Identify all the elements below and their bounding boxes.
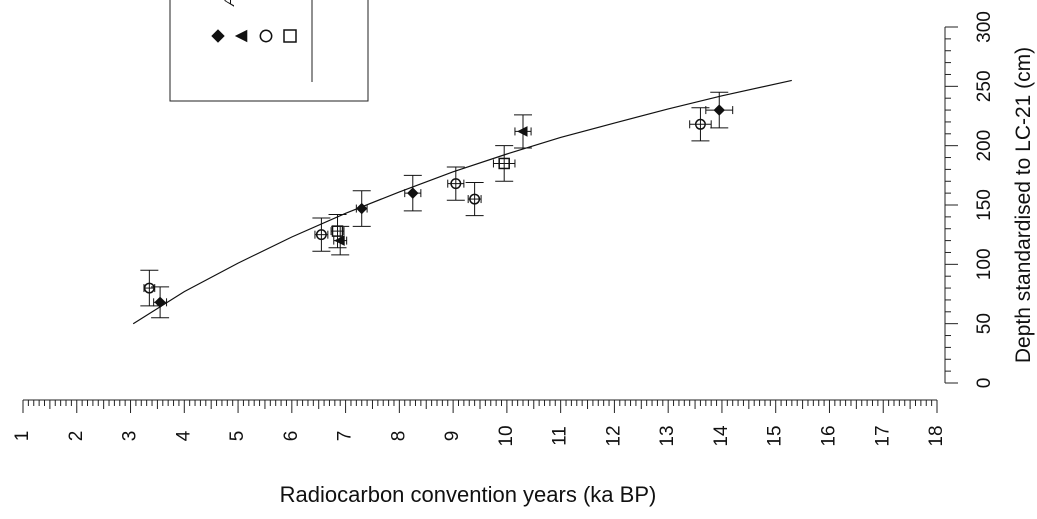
diamond-marker [356, 202, 368, 215]
y-tick-label: 200 [974, 130, 995, 162]
x-tick-label: 7 [335, 431, 356, 442]
y-axis: 0 50 100 150 200 250 300 [944, 11, 995, 389]
x-tick-label: 11 [550, 426, 571, 446]
legend-circle-marker [259, 29, 273, 43]
x-tick-label: 6 [281, 431, 302, 442]
legend-square-marker [283, 29, 297, 43]
x-tick-label: 15 [765, 425, 786, 446]
y-axis-label: Depth standardised to LC-21 (cm) [1012, 47, 1035, 363]
circle-marker [694, 118, 706, 130]
y-tick-label: 250 [974, 70, 995, 102]
data-point-circle [465, 181, 484, 217]
data-point-diamond [403, 174, 422, 212]
x-tick-label: 14 [711, 425, 732, 447]
data-point-diamond [151, 286, 170, 319]
circle-marker [315, 229, 327, 241]
circle-marker [450, 178, 462, 190]
x-tick-label: 10 [496, 425, 517, 446]
x-tick-label: 9 [442, 431, 463, 442]
circle-marker [143, 282, 155, 294]
legend-triangle-marker [234, 29, 248, 43]
x-tick-label: 13 [657, 425, 678, 446]
data-points [140, 91, 734, 319]
data-point-diamond [705, 91, 734, 129]
data-point-diamond [352, 190, 371, 227]
y-tick-label: 0 [974, 378, 995, 389]
legend-markers [211, 29, 297, 43]
x-tick-label: 5 [227, 431, 248, 442]
data-point-circle [446, 166, 465, 201]
x-tick-label: 8 [388, 431, 409, 442]
x-tick-label: 3 [120, 431, 141, 442]
legend-partial-title: A [221, 0, 237, 7]
circle-marker [469, 193, 481, 205]
legend: A [169, 0, 369, 102]
data-point-circle [689, 107, 712, 142]
x-axis-label: Radiocarbon convention years (ka BP) [280, 482, 657, 507]
x-tick-label: 12 [603, 425, 624, 446]
diamond-marker [154, 296, 166, 309]
x-tick-label: 16 [818, 425, 839, 446]
legend-box [169, 0, 369, 102]
x-axis: 1 2 3 4 5 6 7 8 9 10 11 12 13 14 15 16 17 18 [12, 399, 947, 447]
x-tick-label: 1 [12, 431, 33, 442]
x-tick-label: 4 [173, 430, 194, 441]
x-tick-label: 18 [926, 425, 947, 446]
triangle-marker [516, 126, 528, 137]
y-tick-label: 50 [974, 313, 995, 334]
data-point-square [328, 213, 347, 249]
data-point-circle [140, 269, 159, 307]
y-tick-label: 300 [974, 11, 995, 43]
y-tick-label: 100 [974, 248, 995, 280]
data-point-triangle [514, 114, 533, 149]
x-tick-label: 17 [872, 425, 893, 446]
diamond-marker [713, 104, 725, 116]
square-marker [498, 157, 510, 170]
diamond-marker [407, 187, 419, 199]
y-tick-label: 150 [974, 189, 995, 221]
triangle-marker [334, 235, 345, 246]
legend-diamond-marker [211, 29, 225, 43]
data-point-square [492, 145, 516, 182]
x-tick-label: 2 [66, 431, 87, 442]
data-point-circle [312, 217, 331, 252]
square-marker [331, 225, 344, 237]
fit-curve [132, 79, 792, 325]
